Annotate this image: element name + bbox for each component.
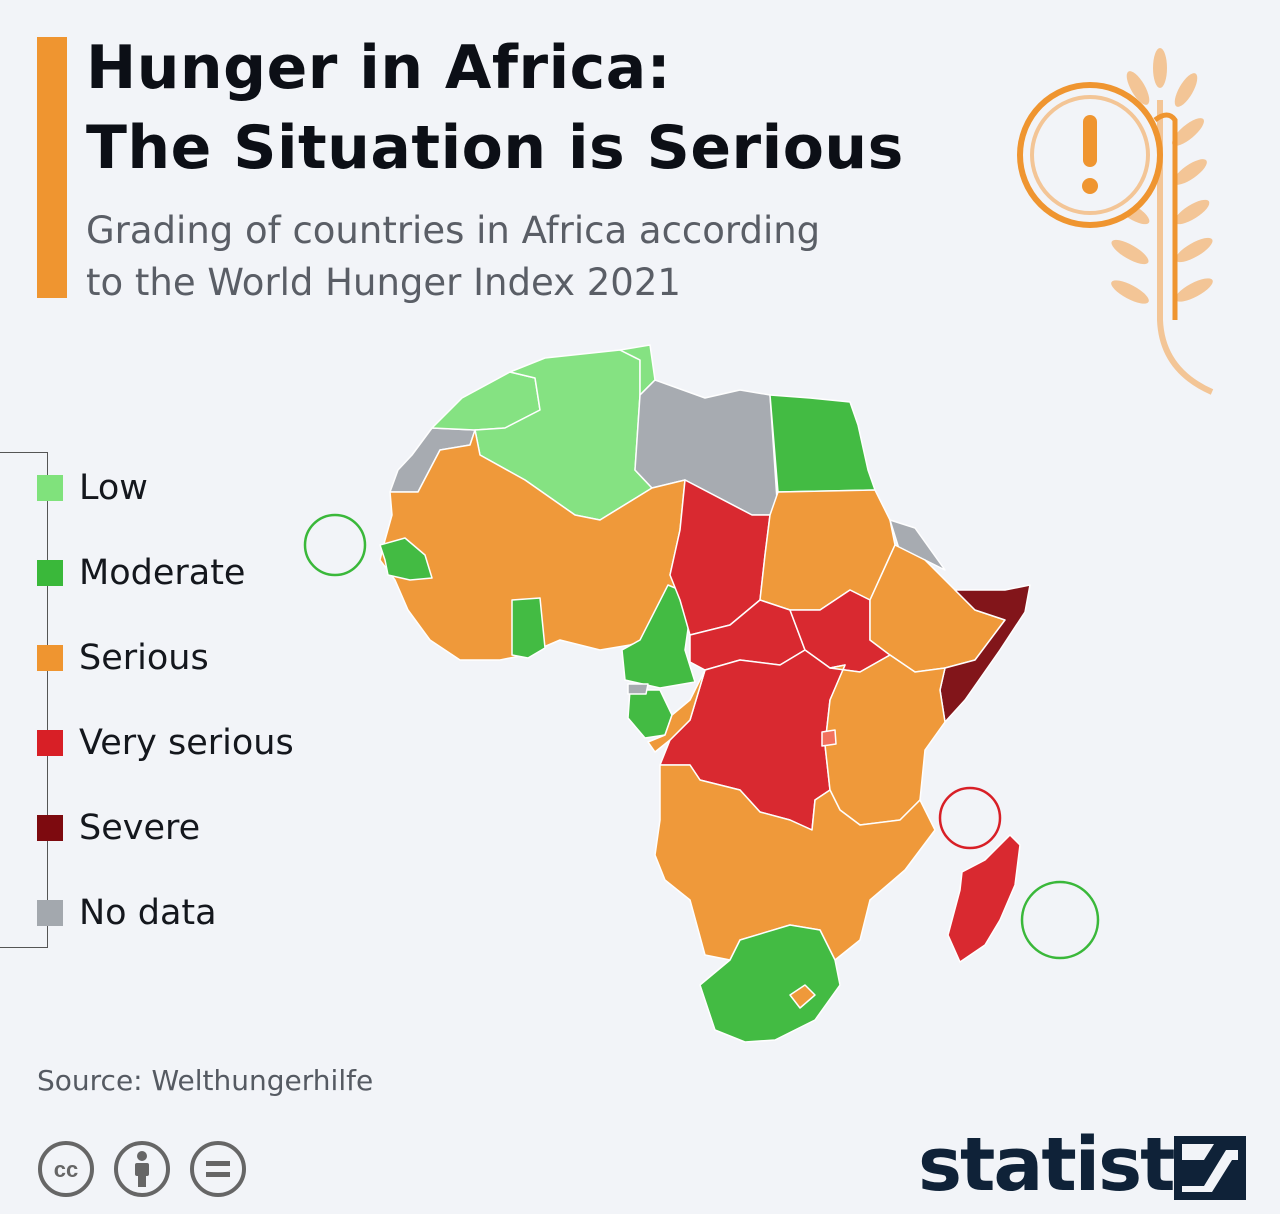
legend-item-severe: Severe bbox=[37, 806, 337, 850]
legend-swatch-no-data bbox=[37, 900, 63, 926]
region-senegal bbox=[379, 537, 433, 581]
creative-commons-icon[interactable]: cc bbox=[37, 1140, 95, 1198]
no-derivatives-icon[interactable] bbox=[189, 1140, 247, 1198]
region-southern-africa bbox=[654, 764, 936, 961]
legend-item-moderate: Moderate bbox=[37, 551, 337, 595]
legend-item-no-data: No data bbox=[37, 891, 337, 935]
region-lesotho bbox=[789, 984, 816, 1009]
island-marker-comoros bbox=[938, 786, 1002, 850]
attribution-icon[interactable] bbox=[113, 1140, 171, 1198]
title-line-1: Hunger in Africa: bbox=[86, 33, 672, 103]
page-title: Hunger in Africa: The Situation is Serio… bbox=[86, 28, 904, 188]
legend-label-serious: Serious bbox=[79, 638, 209, 678]
legend-swatch-very-serious bbox=[37, 730, 63, 756]
brand-name: statista bbox=[918, 1122, 1223, 1208]
region-egypt bbox=[769, 394, 876, 493]
legend-item-serious: Serious bbox=[37, 636, 337, 680]
source-note: Source: Welthungerhilfe bbox=[37, 1064, 374, 1097]
statista-logo-icon bbox=[1174, 1136, 1246, 1200]
region-east-africa bbox=[824, 654, 946, 826]
legend-label-no-data: No data bbox=[79, 893, 217, 933]
subtitle-line-2: to the World Hunger Index 2021 bbox=[86, 261, 681, 304]
region-rwanda bbox=[821, 729, 837, 747]
legend-label-moderate: Moderate bbox=[79, 553, 246, 593]
legend-item-low: Low bbox=[37, 466, 337, 510]
legend-swatch-severe bbox=[37, 815, 63, 841]
title-accent-bar bbox=[37, 37, 67, 298]
legend-item-very-serious: Very serious bbox=[37, 721, 337, 765]
wheat-magnifier-icon bbox=[1017, 48, 1214, 395]
legend-label-low: Low bbox=[79, 468, 148, 508]
region-gabon bbox=[627, 689, 673, 739]
africa-map bbox=[303, 344, 1100, 1043]
region-equatorial-guinea bbox=[627, 683, 649, 695]
legend-swatch-moderate bbox=[37, 560, 63, 586]
island-marker-mauritius bbox=[1020, 880, 1100, 960]
region-ghana bbox=[511, 597, 546, 659]
subtitle-line-1: Grading of countries in Africa according bbox=[86, 209, 821, 252]
region-congo bbox=[647, 669, 706, 753]
region-madagascar bbox=[947, 834, 1021, 963]
region-south-africa bbox=[699, 924, 841, 1043]
legend-label-very-serious: Very serious bbox=[79, 723, 294, 763]
legend-bracket bbox=[0, 452, 48, 948]
svg-text:cc: cc bbox=[54, 1157, 78, 1182]
statista-brand[interactable]: statista bbox=[918, 1122, 1248, 1210]
legend-swatch-low bbox=[37, 475, 63, 501]
legend-swatch-serious bbox=[37, 645, 63, 671]
legend-label-severe: Severe bbox=[79, 808, 201, 848]
page-subtitle: Grading of countries in Africa according… bbox=[86, 205, 820, 309]
title-line-2: The Situation is Serious bbox=[86, 113, 904, 183]
island-marker-cape-verde bbox=[303, 513, 367, 577]
